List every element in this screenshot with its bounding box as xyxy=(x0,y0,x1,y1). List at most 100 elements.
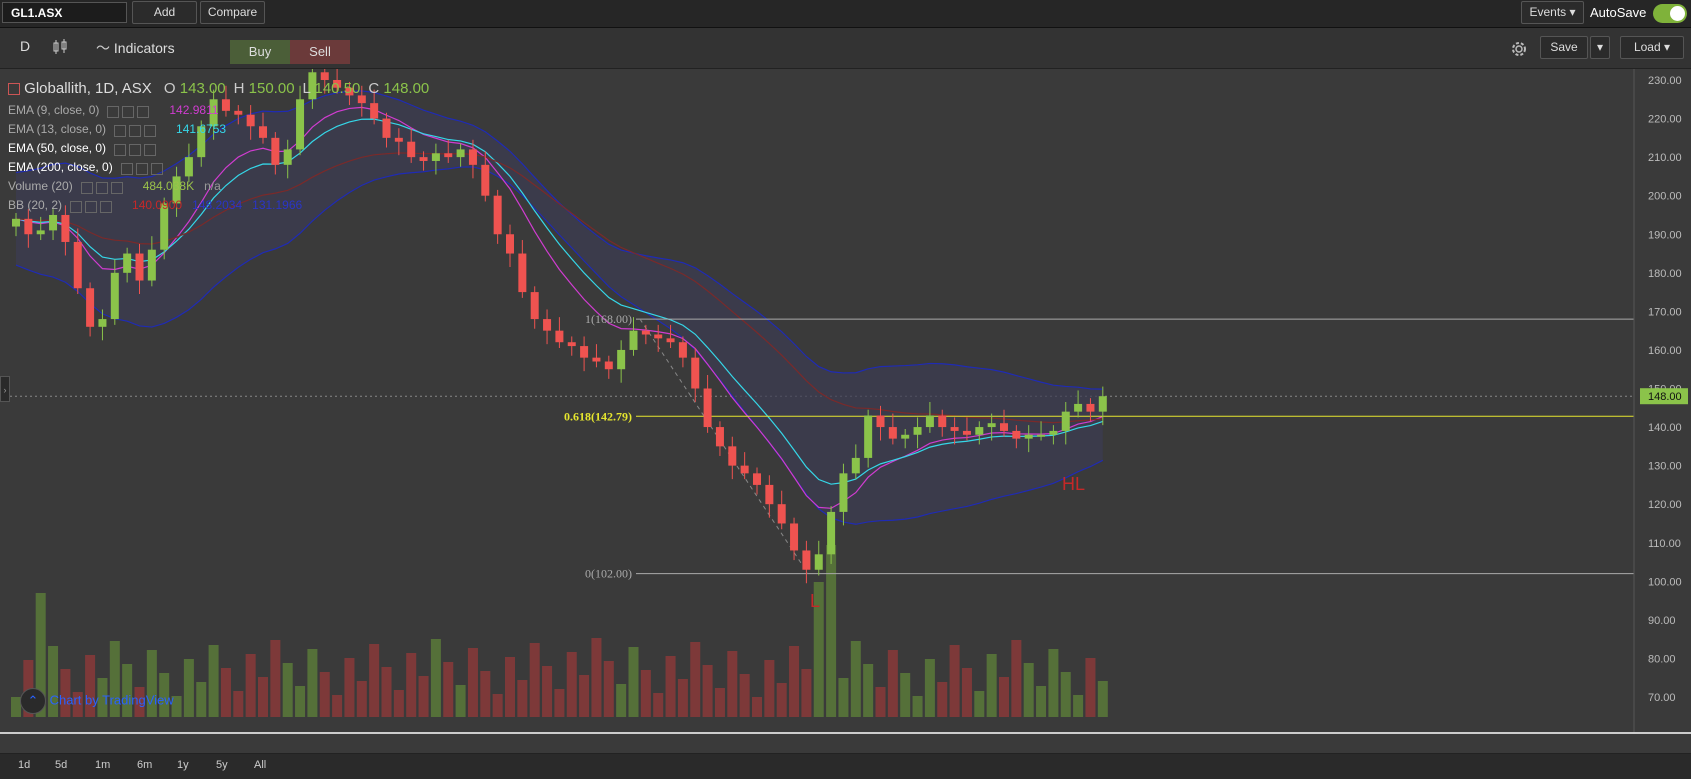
candle-body xyxy=(209,99,218,127)
load-button[interactable]: Load ▾ xyxy=(1620,36,1684,59)
candle-body xyxy=(654,334,663,339)
save-options-button[interactable]: ▾ xyxy=(1590,36,1610,59)
indicators-button[interactable]: 〜 Indicators xyxy=(96,38,175,58)
price-tick-label: 230.00 xyxy=(1648,75,1682,87)
indicator-legend-row[interactable]: EMA (13, close, 0) 141.6753 xyxy=(8,120,226,138)
gear-icon[interactable] xyxy=(129,143,142,156)
close-icon[interactable] xyxy=(110,181,123,194)
candle-body xyxy=(864,415,873,458)
candle-body xyxy=(468,149,477,165)
gear-icon[interactable] xyxy=(85,200,98,213)
add-button[interactable]: Add xyxy=(132,1,197,24)
candle-body xyxy=(24,218,33,235)
last-price-label: 148.00 xyxy=(1648,391,1682,403)
candle-body xyxy=(1061,411,1070,431)
indicator-label: EMA (200, close, 0) xyxy=(8,160,113,174)
chevron-down-icon: ▾ xyxy=(1664,40,1671,54)
range-button-1m[interactable]: 1m xyxy=(95,759,111,771)
volume-bar xyxy=(480,671,491,717)
gear-icon[interactable] xyxy=(95,181,108,194)
volume-bar xyxy=(430,639,441,717)
symbol-search-input[interactable]: GL1.ASX xyxy=(2,2,127,23)
gear-icon[interactable] xyxy=(122,105,135,118)
candle-body xyxy=(580,346,589,358)
tradingview-attribution[interactable]: ⌃ Chart by TradingView xyxy=(20,688,174,714)
candle-body xyxy=(518,253,527,293)
gear-icon[interactable] xyxy=(135,162,148,175)
range-button-5d[interactable]: 5d xyxy=(55,759,68,771)
volume-bar xyxy=(208,645,219,717)
indicator-legend-row[interactable]: EMA (9, close, 0) 142.9811 xyxy=(8,101,219,119)
candle-body xyxy=(691,357,700,389)
interval-button[interactable]: D xyxy=(20,38,31,54)
close-icon[interactable] xyxy=(150,162,163,175)
volume-bar xyxy=(640,670,651,717)
autosave-toggle[interactable] xyxy=(1653,4,1687,23)
settings-button[interactable] xyxy=(1509,39,1529,64)
range-button-5y[interactable]: 5y xyxy=(216,759,228,771)
eye-icon[interactable] xyxy=(107,105,120,118)
side-panel-toggle[interactable]: › xyxy=(0,376,10,402)
save-button[interactable]: Save xyxy=(1540,36,1588,59)
collapse-icon[interactable] xyxy=(8,83,20,96)
indicators-icon: 〜 xyxy=(96,40,110,56)
close-icon[interactable] xyxy=(100,200,113,213)
volume-bars xyxy=(11,545,1108,717)
time-axis[interactable]: 202312Feb10Mar1021Apr14May1019Jun1221Jul xyxy=(0,732,1691,734)
volume-bar xyxy=(628,647,639,717)
gear-icon[interactable] xyxy=(129,124,142,137)
candle-body xyxy=(357,95,366,104)
candle-body xyxy=(419,157,428,161)
legend-title-row: Globallith, 1D, ASX O 143.00 H 150.00 L 14… xyxy=(8,80,429,97)
eye-icon[interactable] xyxy=(80,181,93,194)
close-icon[interactable] xyxy=(144,143,157,156)
volume-bar xyxy=(517,680,528,717)
indicator-legend-row[interactable]: EMA (50, close, 0) xyxy=(8,139,166,157)
indicator-legend-row[interactable]: EMA (200, close, 0) xyxy=(8,158,173,176)
chart-type-button[interactable] xyxy=(52,38,68,59)
volume-bar xyxy=(35,593,46,717)
candle-body xyxy=(135,253,144,281)
eye-icon[interactable] xyxy=(120,162,133,175)
price-chart[interactable]: 1(168.00)0.618(142.79)0(102.00)LHL 230.0… xyxy=(0,69,1691,734)
price-axis[interactable]: 230.00 220.00 210.00 200.00 190.00 180.00 170.… xyxy=(1633,69,1691,734)
candle-body xyxy=(839,473,848,512)
eye-icon[interactable] xyxy=(70,200,83,213)
close-icon[interactable] xyxy=(137,105,150,118)
volume-bar xyxy=(591,638,602,717)
volume-bar xyxy=(554,689,565,717)
compare-button[interactable]: Compare xyxy=(200,1,265,24)
candle-body xyxy=(110,272,119,320)
volume-bar xyxy=(171,696,182,717)
ema13-line xyxy=(15,118,1103,485)
candle-body xyxy=(493,195,502,235)
volume-bar xyxy=(356,681,367,717)
candles xyxy=(12,69,1107,584)
buy-button[interactable]: Buy xyxy=(230,40,290,64)
bb-upper-line xyxy=(15,90,1103,390)
range-button-1d[interactable]: 1d xyxy=(18,759,31,771)
indicator-controls xyxy=(120,162,173,175)
ohlc-key-c: C xyxy=(368,80,384,97)
events-dropdown[interactable]: Events ▾ xyxy=(1521,1,1584,24)
eye-icon[interactable] xyxy=(114,143,127,156)
candles-icon xyxy=(53,39,67,54)
ohlc-key-h: H xyxy=(233,80,249,97)
volume-bar xyxy=(258,677,268,717)
sell-button[interactable]: Sell xyxy=(290,40,350,64)
volume-bar xyxy=(1048,649,1059,717)
indicator-legend-row[interactable]: Volume (20) 484.038K n/a xyxy=(8,177,221,195)
candle-body xyxy=(987,423,996,428)
candle-body xyxy=(98,319,107,327)
price-tick-label: 140.00 xyxy=(1648,422,1682,434)
volume-bar xyxy=(912,696,923,717)
range-button-all[interactable]: All xyxy=(254,759,267,771)
candle-body xyxy=(61,214,70,242)
indicator-legend-row[interactable]: BB (20, 2) 140.0900 148.2034 131.1966 xyxy=(8,196,302,214)
close-icon[interactable] xyxy=(144,124,157,137)
range-button-1y[interactable]: 1y xyxy=(177,759,189,771)
volume-bar xyxy=(887,650,898,717)
volume-bar xyxy=(739,674,750,717)
eye-icon[interactable] xyxy=(114,124,127,137)
range-button-6m[interactable]: 6m xyxy=(137,759,153,771)
